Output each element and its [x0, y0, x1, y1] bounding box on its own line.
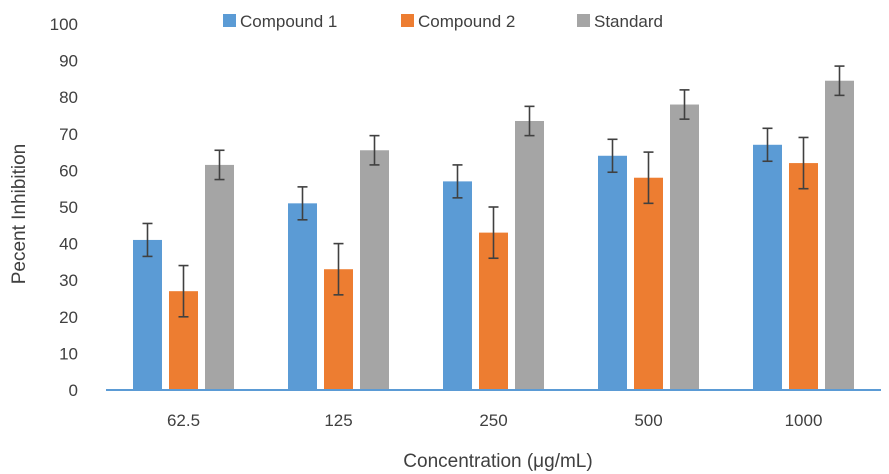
legend-swatch [401, 14, 414, 27]
legend-label: Standard [594, 12, 663, 31]
x-axis-title: Concentration (μg/mL) [403, 451, 592, 472]
y-tick-label: 90 [59, 52, 78, 71]
bar [288, 203, 317, 390]
x-tick-label: 250 [479, 411, 507, 430]
bar [670, 104, 699, 391]
y-axis-title: Pecent Inhibition [9, 144, 30, 285]
bar [443, 181, 472, 390]
x-tick-label: 1000 [785, 411, 823, 430]
bar [753, 144, 782, 390]
bar [133, 239, 162, 390]
y-tick-label: 10 [59, 344, 78, 363]
y-tick-label: 40 [59, 235, 78, 254]
y-tick-label: 20 [59, 308, 78, 327]
y-tick-label: 100 [50, 15, 78, 34]
x-tick-label: 500 [634, 411, 662, 430]
legend: Compound 1 Compound 2 Standard [223, 12, 663, 31]
y-axis-ticks: 0 10 20 30 40 50 60 70 80 90 100 [50, 15, 78, 400]
x-axis-ticks: 62.5 125 250 500 1000 [167, 411, 822, 430]
bar-series [133, 65, 854, 391]
bar [515, 120, 544, 391]
bar [634, 177, 663, 390]
x-tick-label: 62.5 [167, 411, 200, 430]
y-tick-label: 70 [59, 125, 78, 144]
y-tick-label: 60 [59, 161, 78, 180]
y-tick-label: 0 [69, 381, 78, 400]
y-tick-label: 80 [59, 88, 78, 107]
y-tick-label: 50 [59, 198, 78, 217]
y-tick-label: 30 [59, 271, 78, 290]
legend-swatch [577, 14, 590, 27]
bar [360, 150, 389, 390]
bar [789, 163, 818, 390]
legend-label: Compound 1 [240, 12, 337, 31]
bar [598, 155, 627, 390]
x-tick-label: 125 [324, 411, 352, 430]
legend-label: Compound 2 [418, 12, 515, 31]
legend-swatch [223, 14, 236, 27]
bar [205, 164, 234, 390]
bar [825, 80, 854, 390]
